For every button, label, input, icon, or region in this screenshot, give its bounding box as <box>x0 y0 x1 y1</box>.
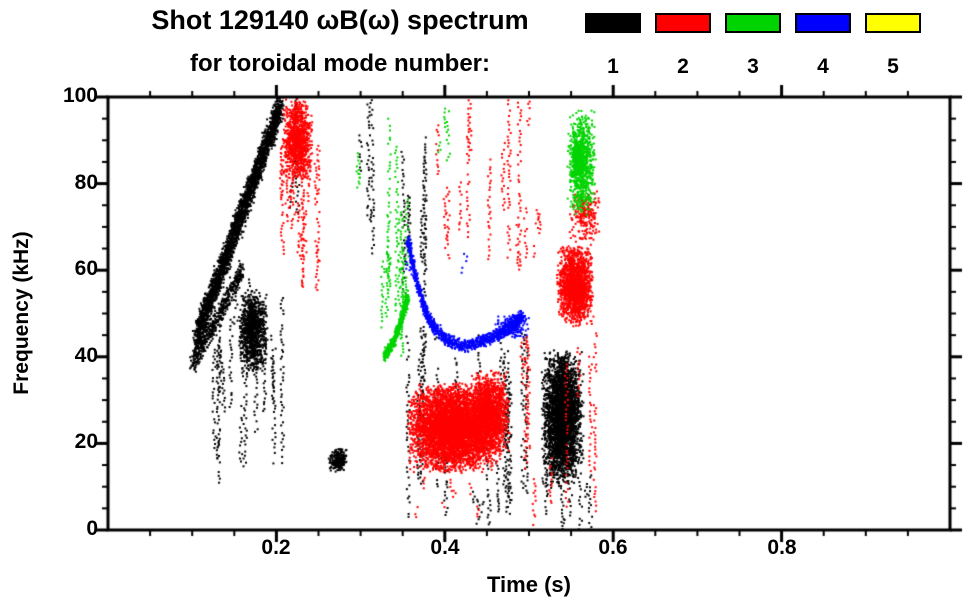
legend-item: 2 <box>655 13 711 79</box>
legend-label: 1 <box>607 55 619 78</box>
legend-item: 5 <box>865 13 921 79</box>
legend-swatch <box>865 13 921 33</box>
legend-label: 3 <box>747 55 759 78</box>
x-tick-label: 0.2 <box>261 536 291 559</box>
y-tick-label: 100 <box>62 84 98 107</box>
y-tick-label: 20 <box>74 430 98 453</box>
legend-label: 4 <box>817 55 829 78</box>
y-tick-label: 80 <box>74 171 98 194</box>
legend: 1 2 3 4 5 <box>585 13 935 88</box>
y-tick-label: 40 <box>74 344 98 367</box>
legend-item: 4 <box>795 13 851 79</box>
legend-swatch <box>795 13 851 33</box>
y-tick-label: 60 <box>74 257 98 280</box>
legend-swatch <box>585 13 641 33</box>
legend-label: 2 <box>677 55 689 78</box>
legend-swatch <box>655 13 711 33</box>
chart-subtitle: for toroidal mode number: <box>190 50 490 77</box>
y-axis-label: Frequency (kHz) <box>10 231 33 395</box>
chart-title: Shot 129140 ωB(ω) spectrum <box>151 5 529 35</box>
x-tick-label: 0.4 <box>430 536 460 559</box>
legend-swatch <box>725 13 781 33</box>
legend-label: 5 <box>887 55 899 78</box>
x-tick-label: 0.6 <box>598 536 628 559</box>
y-tick-label: 0 <box>86 517 98 540</box>
legend-item: 1 <box>585 13 641 79</box>
x-tick-label: 0.8 <box>767 536 797 559</box>
legend-item: 3 <box>725 13 781 79</box>
x-axis-label: Time (s) <box>487 572 571 597</box>
